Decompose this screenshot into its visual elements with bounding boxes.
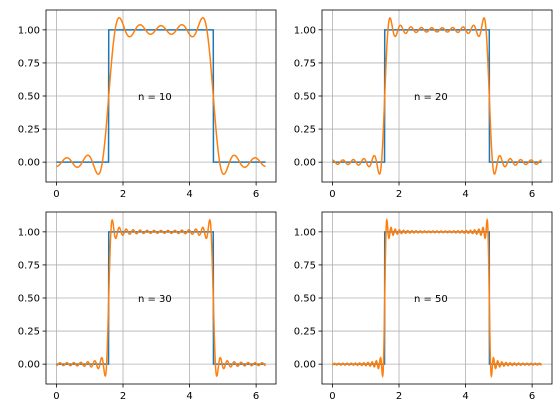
subplot-n-10: 0 2 4 6 0.00 0.25 0.50 0.75 1.00 n = 10 <box>18 9 277 200</box>
y-tick-label: 0.75 <box>294 58 316 69</box>
approximation-line <box>332 17 542 175</box>
x-tick-label: 6 <box>253 391 259 402</box>
subplot-n-50: 0 2 4 6 0.00 0.25 0.50 0.75 1.00 n = 50 <box>294 211 553 402</box>
x-tick-label: 6 <box>253 189 259 200</box>
y-tick-label: 0.50 <box>18 294 40 305</box>
square-wave-line <box>56 231 266 365</box>
x-tick-label: 0 <box>53 391 59 402</box>
x-tick-label: 2 <box>396 391 402 402</box>
axes-frame <box>45 211 277 385</box>
x-tick-label: 4 <box>462 391 468 402</box>
y-tick-label: 0.00 <box>18 158 40 169</box>
annotation-label: n = 50 <box>414 294 448 305</box>
x-tick-label: 2 <box>120 189 126 200</box>
y-tick-label: 1.00 <box>18 25 40 36</box>
y-tick-label: 1.00 <box>294 227 316 238</box>
x-tick-label: 0 <box>329 391 335 402</box>
approximation-line <box>56 218 266 378</box>
subplot-n-30: 0 2 4 6 0.00 0.25 0.50 0.75 1.00 n = 30 <box>18 211 277 402</box>
x-tick-label: 0 <box>329 189 335 200</box>
annotation-label: n = 20 <box>414 92 448 103</box>
approximation-line <box>332 217 542 379</box>
annotation-label: n = 10 <box>138 92 172 103</box>
y-tick-label: 0.75 <box>18 260 40 271</box>
y-tick-label: 0.25 <box>18 327 40 338</box>
square-wave-line <box>332 29 542 163</box>
approximation-line <box>56 17 266 175</box>
y-tick-label: 0.25 <box>294 327 316 338</box>
y-tick-label: 0.25 <box>294 125 316 136</box>
x-tick-label: 6 <box>529 391 535 402</box>
axes-frame <box>45 9 277 183</box>
y-tick-label: 0.25 <box>18 125 40 136</box>
x-tick-label: 4 <box>462 189 468 200</box>
y-tick-label: 1.00 <box>18 227 40 238</box>
x-tick-label: 0 <box>53 189 59 200</box>
y-tick-label: 1.00 <box>294 25 316 36</box>
y-tick-label: 0.50 <box>294 294 316 305</box>
x-tick-label: 2 <box>396 189 402 200</box>
x-tick-label: 4 <box>186 189 192 200</box>
subplot-n-20: 0 2 4 6 0.00 0.25 0.50 0.75 1.00 n = 20 <box>294 9 553 200</box>
y-tick-label: 0.50 <box>18 92 40 103</box>
y-tick-label: 0.75 <box>294 260 316 271</box>
axes-frame <box>321 211 553 385</box>
y-tick-label: 0.00 <box>294 158 316 169</box>
x-tick-label: 2 <box>120 391 126 402</box>
x-tick-label: 6 <box>529 189 535 200</box>
y-tick-label: 0.00 <box>294 360 316 371</box>
y-tick-label: 0.75 <box>18 58 40 69</box>
axes-frame <box>321 9 553 183</box>
x-tick-label: 4 <box>186 391 192 402</box>
square-wave-line <box>56 29 266 163</box>
y-tick-label: 0.00 <box>18 360 40 371</box>
annotation-label: n = 30 <box>138 294 172 305</box>
y-tick-label: 0.50 <box>294 92 316 103</box>
